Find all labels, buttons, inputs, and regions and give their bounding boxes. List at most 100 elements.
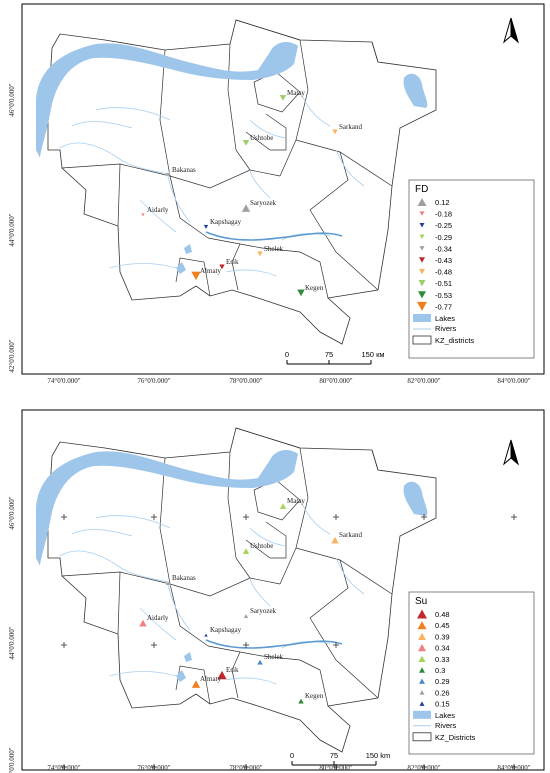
district-boundary <box>235 427 301 449</box>
legend-value: 0.34 <box>435 644 450 653</box>
district-boundary <box>169 583 209 647</box>
north-arrow-right <box>510 439 519 466</box>
station-marker <box>330 535 340 544</box>
place-label: Esik <box>226 258 239 266</box>
river <box>109 263 177 269</box>
scale-bar: 0 75 150 км <box>285 350 385 365</box>
station-marker <box>203 224 209 230</box>
legend-value: 0.12 <box>435 198 450 207</box>
legend-symbol <box>418 655 426 662</box>
district-boundary <box>235 19 301 41</box>
place-label: Bakanas <box>172 166 196 174</box>
legend-symbol <box>418 280 426 287</box>
river <box>59 142 169 175</box>
place-label: Kapshagay <box>210 626 242 634</box>
legend-lakes-label: Lakes <box>435 711 455 720</box>
legend-symbol <box>417 621 427 630</box>
main-river <box>205 231 343 241</box>
river <box>59 550 169 583</box>
place-label: Almaty <box>200 675 221 683</box>
legend-value: -0.18 <box>435 210 452 219</box>
station-marker <box>256 658 264 665</box>
legend-symbol <box>419 246 425 251</box>
station-marker <box>140 212 146 218</box>
district-boundary <box>169 175 209 239</box>
lake <box>36 42 298 158</box>
scale-label-75: 75 <box>330 751 338 760</box>
legend-value: 0.3 <box>435 666 445 675</box>
scale-label-75: 75 <box>325 350 333 359</box>
district-boundary <box>245 113 287 151</box>
place-label: Sarkand <box>339 531 362 539</box>
map-frame <box>21 3 545 375</box>
river <box>109 671 177 677</box>
scale-bar: 0 75 150 km <box>290 751 391 766</box>
longitude-label: 78°0'0.000" <box>229 377 262 385</box>
legend-districts-swatch <box>412 732 432 742</box>
longitude-label: 76°0'0.000" <box>137 764 170 772</box>
station-marker <box>165 580 171 586</box>
district-boundary <box>61 571 281 597</box>
station-marker <box>216 670 228 680</box>
latitude-label: 46°0'0.000" <box>8 496 16 529</box>
place-label: Kegen <box>305 284 324 292</box>
legend-districts-label: KZ_Districts <box>435 733 476 742</box>
legend-value: -0.77 <box>435 302 452 311</box>
map-body: Matay Ushtobe Sarkand Bakanas Saryozek Aidarl… <box>21 3 545 375</box>
legend-rivers-label: Rivers <box>435 721 457 730</box>
district-boundary <box>159 457 171 585</box>
scale-label-150: 150 km <box>366 751 391 760</box>
place-label: Matay <box>287 89 305 97</box>
north-arrow-icon <box>503 439 519 466</box>
legend-symbol <box>417 609 427 619</box>
north-arrow-left <box>503 439 512 466</box>
longitude-label: 74°0'0.000" <box>47 764 80 772</box>
river <box>281 232 331 241</box>
station-marker <box>243 613 249 619</box>
legend-value: 0.45 <box>435 621 450 630</box>
place-label: Saryozek <box>250 607 277 615</box>
legend-symbol <box>419 222 425 228</box>
place-label: Aidarly <box>147 206 169 214</box>
legend-box <box>408 179 535 359</box>
legend-value: 0.29 <box>435 677 450 686</box>
district-boundary <box>227 451 251 579</box>
legend-value: 0.48 <box>435 610 450 619</box>
district-boundary <box>299 251 329 299</box>
legend-value: -0.34 <box>435 244 452 253</box>
river <box>249 169 271 199</box>
river <box>139 607 177 641</box>
legend-lakes-swatch <box>413 710 431 719</box>
legend-value: 0.33 <box>435 655 450 664</box>
place-label: Shelek <box>264 245 284 253</box>
latitude-label: 42°0'0.000" <box>8 339 16 372</box>
station-marker <box>242 547 250 555</box>
river <box>139 199 177 233</box>
legend-symbol <box>417 301 427 311</box>
district-boundary <box>231 651 241 699</box>
latitude-label: 46°0'0.000" <box>8 83 16 116</box>
station-marker <box>331 129 339 136</box>
station-marker <box>297 697 305 704</box>
legend-value: -0.25 <box>435 221 452 230</box>
legend-lakes-label: Lakes <box>435 314 455 323</box>
place-label: Aidarly <box>147 614 169 622</box>
place-label: Ushtobe <box>250 134 273 142</box>
place-label: Shelek <box>264 653 284 661</box>
river <box>299 499 331 535</box>
region-outline <box>39 427 437 753</box>
legend-symbol <box>418 291 426 299</box>
longitude-label: 74°0'0.000" <box>47 377 80 385</box>
legend-symbol <box>418 644 426 652</box>
map-frame <box>21 409 545 771</box>
north-arrow-left <box>503 17 512 44</box>
su-map-panel: Matay Ushtobe Sarkand Bakanas Saryozek Aidarl… <box>0 390 550 773</box>
river <box>335 149 365 187</box>
legend-value: -0.29 <box>435 233 452 242</box>
longitude-label: 80°0'0.000" <box>319 764 352 772</box>
latitude-label: 44°0'0.000" <box>8 626 16 659</box>
district-boundary <box>207 645 301 661</box>
district-boundary <box>279 39 309 177</box>
legend-title: FD <box>415 184 428 195</box>
district-boundary <box>117 571 121 635</box>
